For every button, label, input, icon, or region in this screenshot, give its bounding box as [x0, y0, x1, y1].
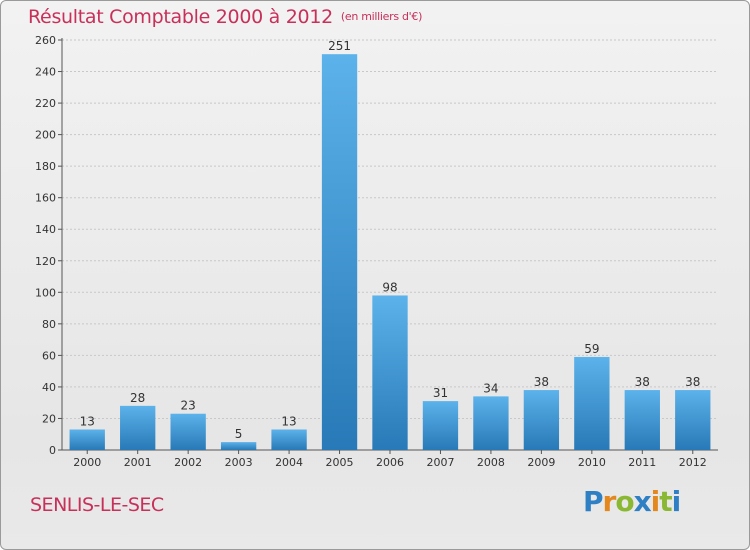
y-tick-label: 60	[42, 349, 56, 362]
x-tick-label: 2000	[73, 456, 101, 469]
data-label: 28	[130, 391, 145, 405]
proxiti-logo: Proxiti	[583, 485, 682, 518]
bar	[271, 429, 307, 450]
bar	[120, 405, 156, 450]
y-tick-label: 180	[35, 160, 56, 173]
y-tick-label: 100	[35, 286, 56, 299]
x-tick-label: 2012	[679, 456, 707, 469]
data-label: 38	[635, 375, 650, 389]
bar	[170, 413, 206, 450]
y-tick-label: 40	[42, 381, 56, 394]
data-label: 38	[685, 375, 700, 389]
x-tick-label: 2005	[326, 456, 354, 469]
bar	[523, 390, 560, 450]
x-tick-label: 2010	[578, 456, 606, 469]
location-label: SENLIS-LE-SEC	[30, 494, 164, 516]
x-tick-label: 2008	[477, 456, 505, 469]
x-tick-label: 2006	[376, 456, 404, 469]
chart-title-text: Résultat Comptable 2000 à 2012	[28, 6, 333, 28]
y-tick-label: 0	[49, 444, 56, 457]
y-tick-label: 80	[42, 318, 56, 331]
y-tick-label: 260	[35, 34, 56, 47]
x-tick-label: 2002	[174, 456, 202, 469]
data-label: 13	[80, 415, 95, 429]
chart-title: Résultat Comptable 2000 à 2012 (en millie…	[28, 6, 422, 28]
data-label: 59	[584, 342, 599, 356]
bar	[574, 356, 610, 450]
logo-letter: i	[671, 485, 682, 518]
bar	[675, 390, 711, 450]
bar	[372, 295, 408, 450]
y-tick-label: 160	[35, 192, 56, 205]
y-tick-label: 140	[35, 223, 56, 236]
bar	[220, 442, 257, 450]
logo-letter: t	[659, 485, 672, 518]
data-label: 38	[534, 375, 549, 389]
x-tick-label: 2009	[527, 456, 555, 469]
y-tick-label: 200	[35, 129, 56, 142]
data-label: 98	[382, 280, 397, 294]
x-tick-label: 2007	[426, 456, 454, 469]
chart-subtitle: (en milliers d'€)	[340, 10, 423, 23]
y-tick-label: 120	[35, 255, 56, 268]
logo-letter: o	[615, 485, 634, 518]
data-label: 23	[181, 399, 196, 413]
axes: 0 20 40 60 80 100 120 140 160 180 200 220 240 260 2000…	[35, 34, 718, 469]
bar	[473, 396, 509, 450]
data-label: 5	[235, 427, 243, 441]
bar	[69, 429, 105, 450]
logo-letter: i	[650, 485, 661, 518]
logo-letter: P	[583, 485, 604, 518]
logo-letter: r	[602, 485, 617, 518]
y-tick-label: 20	[42, 412, 56, 425]
logo-letter: x	[633, 485, 652, 518]
x-tick-label: 2011	[628, 456, 656, 469]
data-labels: 13 28 23 5 13 251 98 31 34 38 59 38 38	[80, 39, 701, 441]
bar	[321, 54, 358, 450]
data-label: 13	[281, 415, 296, 429]
x-tick-label: 2004	[275, 456, 303, 469]
data-label: 34	[483, 381, 498, 395]
bar	[624, 390, 660, 450]
bar	[422, 401, 459, 450]
y-tick-label: 220	[35, 97, 56, 110]
x-tick-label: 2003	[225, 456, 253, 469]
bars	[69, 54, 711, 450]
y-tick-label: 240	[35, 66, 56, 79]
data-label: 251	[328, 39, 351, 53]
x-tick-label: 2001	[124, 456, 152, 469]
data-label: 31	[433, 386, 448, 400]
